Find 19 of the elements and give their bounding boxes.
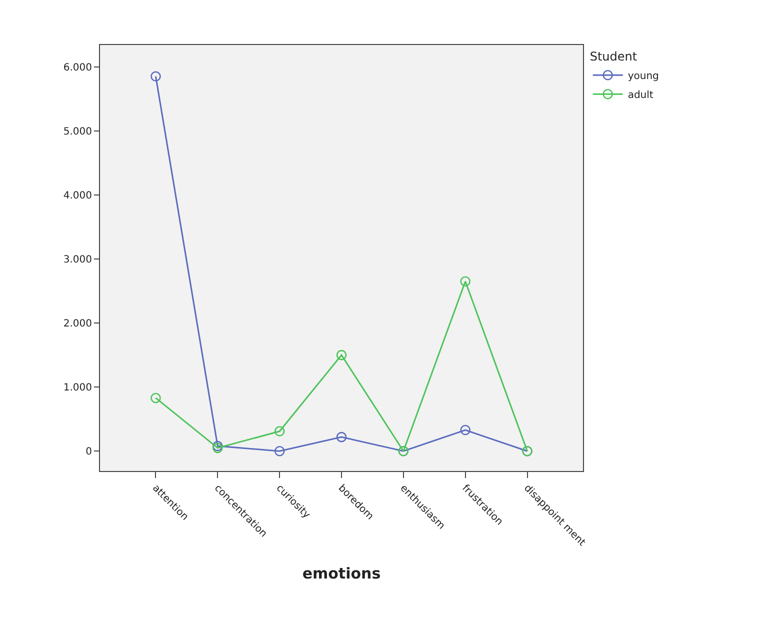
legend-label: adult (628, 90, 654, 101)
legend-label: young (628, 71, 659, 82)
point (460, 424, 470, 436)
y-tick-label: 3.000 (63, 254, 92, 266)
point (150, 392, 161, 404)
y-tick-label: 2.000 (63, 318, 92, 330)
point (336, 432, 347, 442)
y-tick-label: 4.000 (63, 190, 92, 202)
point (274, 446, 285, 456)
point (460, 276, 470, 287)
y-tick-label: 5.000 (63, 126, 92, 138)
y-tick-label: 1.000 (63, 382, 92, 394)
legend-title: Student (590, 50, 638, 64)
point (274, 426, 285, 436)
y-tick-label: 6.000 (63, 62, 92, 74)
point (336, 350, 347, 360)
x-axis-title: emotions (302, 564, 381, 582)
point (150, 71, 161, 82)
y-tick-label: 0 (86, 446, 92, 458)
